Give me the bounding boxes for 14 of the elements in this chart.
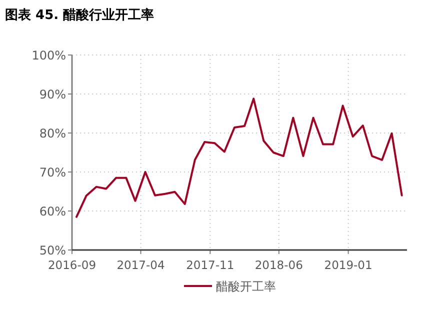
y-tick-label: 50%: [39, 244, 66, 258]
x-tick-label: 2018-06: [254, 258, 303, 272]
x-tick-label: 2017-11: [186, 258, 234, 272]
y-tick-label: 70%: [39, 166, 66, 180]
line-series: [76, 98, 403, 218]
x-tick-label: 2016-09: [48, 258, 96, 272]
y-tick-label: 90%: [39, 88, 66, 102]
y-tick-label: 80%: [39, 126, 66, 140]
y-tick-label: 100%: [32, 48, 66, 62]
x-tick-label: 2017-04: [116, 258, 165, 272]
x-tick-label: 2019-01: [324, 258, 372, 272]
chart-title: 图表 45. 醋酸行业开工率: [5, 7, 154, 23]
legend-label: 醋酸开工率: [216, 280, 276, 294]
y-tick-label: 60%: [39, 204, 66, 218]
